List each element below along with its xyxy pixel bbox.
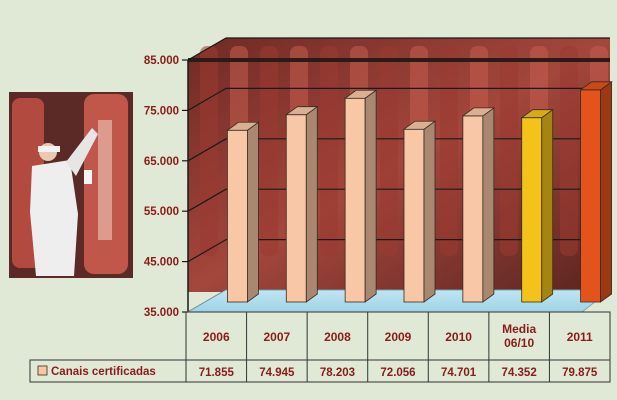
table-value-row — [29, 359, 611, 383]
y-tick-label: 75.000 — [144, 105, 179, 117]
bar-side — [364, 89, 377, 303]
bar-side — [305, 105, 318, 303]
backdrop-carcass — [320, 46, 338, 256]
bar-top — [343, 89, 378, 99]
value-label: 74.701 — [441, 367, 477, 379]
category-label: 2010 — [445, 330, 472, 344]
bar-3 — [402, 120, 437, 303]
y-tick-label: 85.000 — [144, 55, 179, 67]
bar-front — [227, 129, 248, 303]
bar-side — [600, 81, 612, 303]
backdrop-carcass — [500, 46, 518, 256]
value-label: 78.203 — [320, 367, 355, 379]
bar-top — [579, 81, 613, 91]
bar-top — [285, 106, 319, 116]
bar-side — [482, 107, 495, 303]
gridline-diagonal — [187, 87, 227, 111]
value-label: 74.352 — [502, 367, 537, 379]
legend-swatch — [37, 365, 48, 376]
value-label: 79.875 — [562, 367, 598, 379]
bar-top — [461, 107, 496, 117]
value-label: 74.945 — [259, 367, 295, 379]
y-tick-label: 45.000 — [144, 257, 179, 269]
backdrop-carcass — [560, 46, 578, 256]
y-tick-label: 55.000 — [144, 206, 179, 218]
bar-top — [402, 120, 437, 130]
legend-label: Canais certificadas — [51, 366, 156, 378]
bar-front — [521, 117, 543, 303]
bar-top — [226, 121, 260, 131]
category-label: 2006 — [203, 330, 230, 344]
side-photo — [9, 92, 133, 278]
bar-front — [403, 128, 425, 303]
bar-6 — [579, 81, 613, 303]
backdrop-carcass — [440, 46, 458, 256]
backdrop-carcass — [380, 46, 398, 256]
category-label: Media 06/10 — [502, 322, 536, 350]
gridline-diagonal — [187, 37, 227, 61]
bar-front — [344, 97, 366, 303]
value-label: 71.855 — [199, 367, 235, 379]
bar-side — [247, 121, 259, 303]
y-tick-label: 65.000 — [144, 156, 179, 168]
category-label: 2008 — [324, 330, 351, 344]
bar-2 — [343, 89, 378, 303]
gridline-diagonal — [187, 138, 227, 162]
gridline-diagonal — [187, 188, 227, 212]
bar-side — [423, 120, 436, 303]
bar-front — [285, 114, 307, 303]
category-label: 2007 — [264, 330, 291, 344]
category-label: 2011 — [567, 330, 593, 344]
gridline-diagonal — [187, 239, 227, 263]
bar-4 — [461, 107, 496, 303]
category-label: 2009 — [385, 330, 412, 344]
value-label: 72.056 — [380, 367, 415, 379]
backdrop-carcass — [200, 46, 218, 256]
bar-side — [541, 108, 554, 303]
bar-front — [580, 89, 601, 303]
bar-0 — [226, 121, 260, 303]
bar-1 — [285, 105, 319, 303]
y-tick-label: 35.000 — [144, 307, 179, 319]
bar-top — [520, 109, 554, 119]
bar-5 — [520, 108, 554, 303]
bar-front — [462, 115, 484, 303]
backdrop-carcass — [260, 46, 278, 256]
